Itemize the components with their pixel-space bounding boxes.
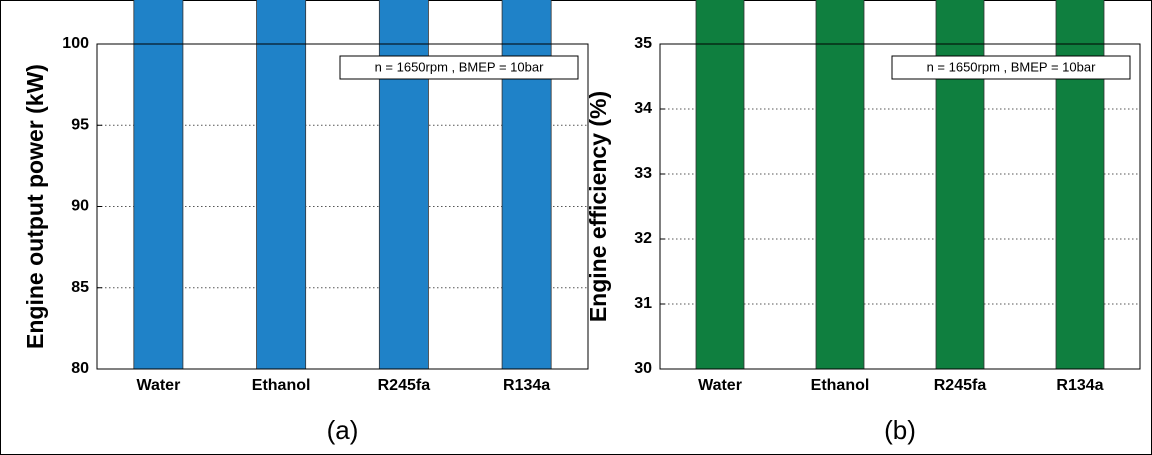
annotation: n = 1650rpm , BMEP = 10bar bbox=[375, 59, 545, 74]
annotation-box bbox=[891, 55, 1131, 80]
annotation-box bbox=[339, 55, 579, 80]
y-tick-label: 30 bbox=[634, 360, 652, 377]
bar-segment bbox=[378, 0, 429, 370]
x-tick-label: Water bbox=[136, 377, 180, 394]
y-tick-label: 100 bbox=[62, 35, 89, 52]
x-tick-label: Water bbox=[698, 377, 742, 394]
y-tick-label: 80 bbox=[71, 360, 89, 377]
x-tick-label: Ethanol bbox=[811, 377, 870, 394]
plot-frame bbox=[659, 43, 1141, 370]
bar-segment bbox=[695, 0, 745, 370]
bar-segment bbox=[133, 0, 184, 370]
bar-segment bbox=[1055, 0, 1105, 370]
plot-frame bbox=[96, 43, 589, 370]
y-tick-label: 31 bbox=[634, 295, 652, 312]
annotation: n = 1650rpm , BMEP = 10bar bbox=[927, 59, 1097, 74]
y-tick-label: 34 bbox=[634, 100, 652, 117]
caption: (a) bbox=[327, 415, 359, 445]
x-tick-label: R245fa bbox=[378, 377, 431, 394]
x-tick-label: R134a bbox=[1056, 377, 1103, 394]
bar-segment bbox=[256, 0, 307, 370]
y-tick-label: 35 bbox=[634, 35, 652, 52]
bar-segment bbox=[815, 0, 865, 370]
x-tick-label: R245fa bbox=[934, 377, 987, 394]
y-axis-label: Engine output power (kW) bbox=[22, 64, 48, 349]
caption: (b) bbox=[884, 415, 916, 445]
y-tick-label: 95 bbox=[71, 116, 89, 133]
y-axis-label: Engine efficiency (%) bbox=[585, 91, 611, 322]
y-tick-label: 33 bbox=[634, 165, 652, 182]
bar-segment bbox=[935, 0, 985, 370]
x-tick-label: Ethanol bbox=[252, 377, 311, 394]
y-tick-label: 90 bbox=[71, 198, 89, 215]
y-tick-label: 85 bbox=[71, 279, 89, 296]
x-tick-label: R134a bbox=[503, 377, 550, 394]
bar-segment bbox=[501, 0, 552, 370]
y-tick-label: 32 bbox=[634, 230, 652, 247]
